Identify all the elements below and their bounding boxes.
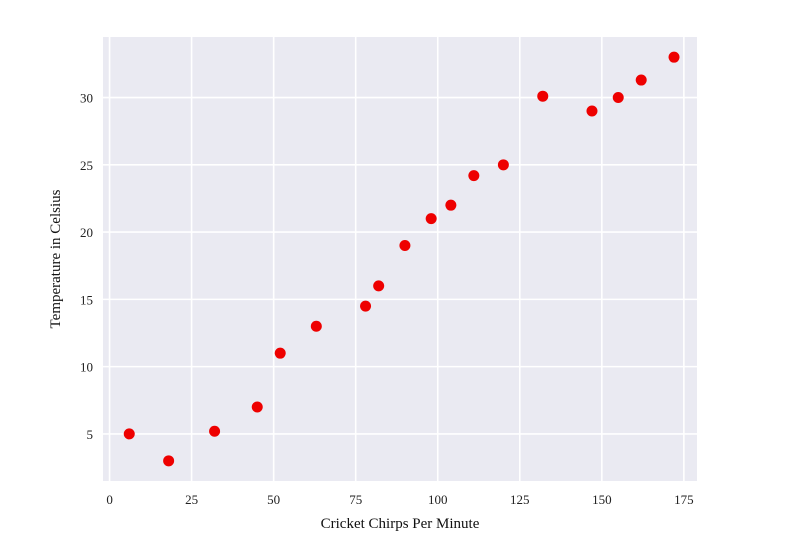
data-point <box>251 401 263 413</box>
y-tick-label: 30 <box>80 91 93 106</box>
data-point <box>445 199 457 211</box>
plot-background <box>103 37 697 481</box>
data-point <box>163 455 175 467</box>
data-points <box>123 51 680 467</box>
data-point <box>360 300 372 312</box>
data-point <box>668 51 680 63</box>
x-tick-label: 125 <box>510 492 530 507</box>
x-tick-label: 175 <box>674 492 694 507</box>
tick-labels: 0 25 50 75 100 125 150 175 5 10 15 20 25 30 <box>80 91 694 507</box>
y-tick-label: 15 <box>80 292 93 307</box>
x-tick-label: 75 <box>349 492 362 507</box>
grid-lines <box>103 37 697 481</box>
x-tick-label: 50 <box>267 492 280 507</box>
x-tick-label: 150 <box>592 492 612 507</box>
data-point <box>310 320 322 332</box>
x-tick-label: 100 <box>428 492 448 507</box>
data-point <box>635 74 647 86</box>
data-point <box>209 425 221 437</box>
data-point <box>399 240 411 252</box>
data-point <box>497 159 509 171</box>
y-axis-label: Temperature in Celsius <box>48 189 64 328</box>
y-tick-label: 20 <box>80 225 93 240</box>
x-tick-label: 25 <box>185 492 198 507</box>
data-point <box>123 428 135 440</box>
y-tick-label: 5 <box>87 427 94 442</box>
data-point <box>468 170 480 182</box>
data-point <box>373 280 385 292</box>
data-point <box>537 90 549 102</box>
data-point <box>425 213 437 225</box>
x-axis-label: Cricket Chirps Per Minute <box>321 516 480 532</box>
y-tick-label: 25 <box>80 158 93 173</box>
data-point <box>586 105 598 117</box>
data-point <box>612 92 624 104</box>
data-point <box>274 347 286 359</box>
y-tick-label: 10 <box>80 360 93 375</box>
x-tick-label: 0 <box>106 492 113 507</box>
